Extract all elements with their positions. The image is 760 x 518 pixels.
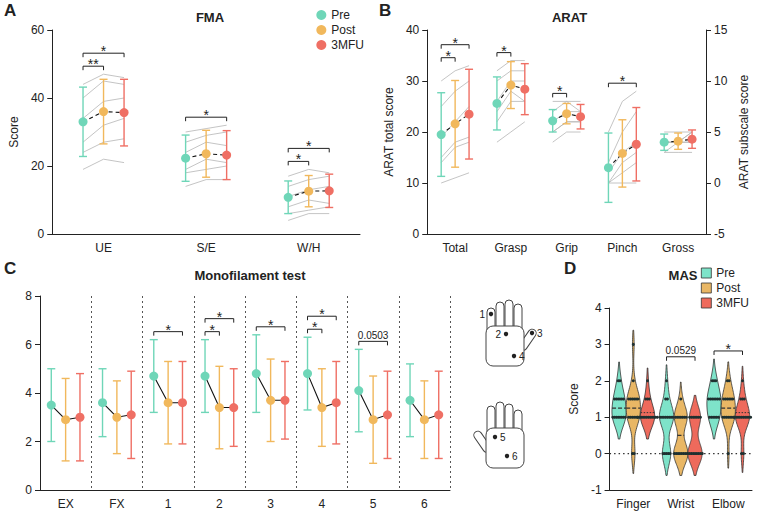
svg-text:3MFU: 3MFU [331,38,364,52]
svg-text:C: C [4,259,16,278]
svg-text:UE: UE [95,241,112,255]
svg-text:Gross: Gross [662,241,694,255]
svg-text:Total: Total [442,241,467,255]
svg-text:0.0529: 0.0529 [665,345,696,356]
svg-text:MAS: MAS [669,268,698,283]
svg-text:*: * [296,151,302,167]
svg-text:40: 40 [406,23,420,37]
svg-text:3: 3 [267,497,274,511]
svg-text:6: 6 [25,338,32,352]
svg-text:2: 2 [216,497,223,511]
svg-text:S/E: S/E [196,241,215,255]
svg-text:10: 10 [406,176,420,190]
svg-text:20: 20 [31,159,45,173]
svg-text:20: 20 [406,125,420,139]
svg-text:4: 4 [595,301,602,315]
svg-text:2: 2 [495,329,501,340]
svg-text:*: * [726,341,732,357]
svg-text:Wrist: Wrist [667,497,695,511]
svg-text:Pinch: Pinch [607,241,637,255]
svg-text:2: 2 [25,435,32,449]
svg-text:30: 30 [406,74,420,88]
svg-text:W/H: W/H [297,241,320,255]
svg-text:40: 40 [31,91,45,105]
svg-text:*: * [620,73,626,89]
svg-text:0: 0 [595,447,602,461]
svg-text:0: 0 [25,483,32,497]
svg-text:Grip: Grip [555,241,578,255]
svg-text:*: * [203,107,209,123]
svg-text:5: 5 [714,125,721,139]
svg-text:3: 3 [595,337,602,351]
svg-text:1: 1 [165,497,172,511]
svg-text:ARAT subscale score: ARAT subscale score [737,75,751,190]
svg-text:*: * [557,83,563,99]
svg-text:10: 10 [714,74,728,88]
svg-text:4: 4 [319,497,326,511]
svg-text:*: * [319,306,325,322]
svg-text:6: 6 [421,497,428,511]
svg-text:Score: Score [7,116,21,148]
svg-text:5: 5 [500,432,506,443]
svg-text:15: 15 [714,23,728,37]
svg-text:*: * [312,319,318,335]
svg-text:*: * [217,309,223,325]
svg-text:Pre: Pre [331,8,350,22]
svg-text:ARAT total score: ARAT total score [382,87,396,177]
svg-text:Score: Score [567,383,581,415]
svg-text:*: * [209,322,215,338]
svg-text:A: A [4,1,16,20]
svg-text:8: 8 [25,289,32,303]
svg-text:0: 0 [413,227,420,241]
svg-text:Post: Post [716,281,741,295]
svg-text:60: 60 [31,23,45,37]
svg-text:5: 5 [370,497,377,511]
svg-text:FMA: FMA [196,10,225,25]
svg-text:3MFU: 3MFU [716,296,749,310]
svg-text:2: 2 [595,374,602,388]
svg-text:Finger: Finger [616,497,650,511]
svg-text:Pre: Pre [716,266,735,280]
svg-text:D: D [564,259,576,278]
svg-text:*: * [268,317,274,333]
svg-text:FX: FX [109,497,124,511]
svg-text:6: 6 [512,451,518,462]
svg-text:*: * [445,48,451,64]
svg-text:0.0503: 0.0503 [358,330,389,341]
svg-text:EX: EX [58,497,74,511]
svg-text:ARAT: ARAT [552,10,587,25]
svg-text:Monofilament test: Monofilament test [194,268,306,283]
svg-text:4: 4 [25,386,32,400]
svg-text:*: * [452,35,458,51]
svg-text:Grasp: Grasp [495,241,528,255]
svg-text:*: * [101,43,107,59]
svg-text:0: 0 [714,176,721,190]
svg-text:**: ** [88,56,99,72]
svg-text:1: 1 [595,410,602,424]
svg-text:*: * [501,43,507,59]
svg-text:-5: -5 [714,227,725,241]
svg-text:-1: -1 [591,483,602,497]
svg-text:*: * [306,138,312,154]
svg-text:3: 3 [537,328,543,339]
svg-text:0: 0 [38,227,45,241]
svg-text:Post: Post [331,23,356,37]
svg-text:B: B [379,1,391,20]
svg-text:4: 4 [519,351,525,362]
svg-text:1: 1 [479,309,485,320]
svg-text:Elbow: Elbow [712,497,745,511]
svg-text:*: * [165,322,171,338]
